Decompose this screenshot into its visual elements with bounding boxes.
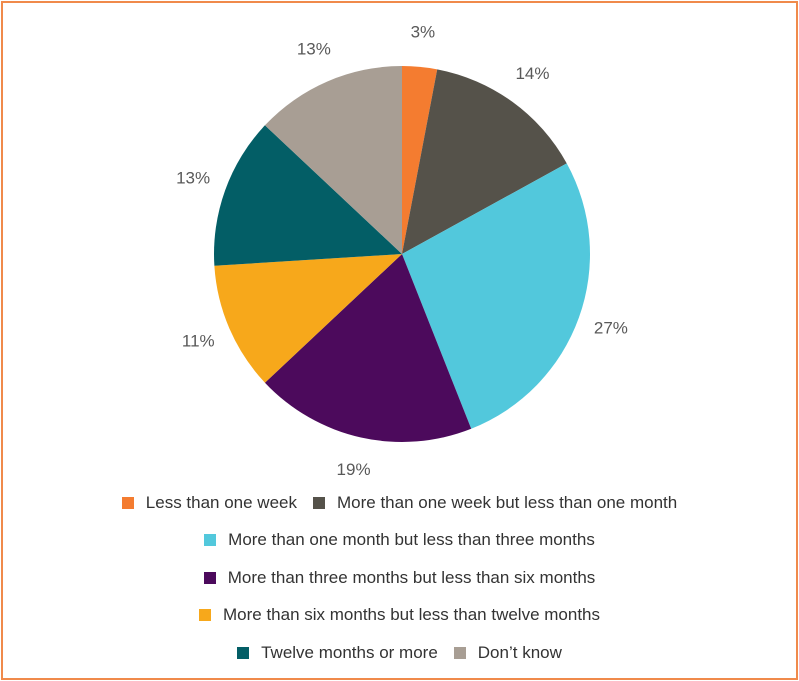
data-label: 27% bbox=[594, 319, 628, 338]
legend-swatch bbox=[121, 496, 134, 509]
legend-label: More than one week but less than one mon… bbox=[337, 492, 678, 512]
data-label: 13% bbox=[297, 40, 331, 59]
legend-swatch bbox=[313, 496, 325, 509]
legend-swatch bbox=[203, 571, 216, 584]
legend-label: More than six months but less than twelv… bbox=[222, 605, 600, 625]
pie-slice bbox=[402, 66, 438, 254]
data-label: 3% bbox=[411, 22, 436, 41]
legend-label: Don’t know bbox=[477, 642, 562, 662]
pie-slice bbox=[264, 66, 402, 254]
data-label: 11% bbox=[182, 332, 215, 351]
legend-item: More than one week but less than one mon… bbox=[313, 493, 677, 513]
legend-swatch bbox=[237, 646, 250, 659]
legend-swatch bbox=[453, 646, 466, 659]
legend-row: Twelve months or more Don’t know bbox=[0, 634, 799, 672]
data-label: 13% bbox=[176, 168, 210, 187]
legend-item: More than three months but less than six… bbox=[203, 567, 596, 588]
legend-item: Don’t know bbox=[453, 642, 562, 663]
pie-slice bbox=[402, 69, 567, 255]
legend-row: Less than one week More than one week but… bbox=[0, 484, 799, 522]
legend-item: Twelve months or more bbox=[237, 643, 438, 663]
pie-slice bbox=[214, 254, 402, 383]
legend-row: More than six months but less than twelv… bbox=[0, 597, 799, 635]
legend-swatch bbox=[198, 609, 211, 622]
legend-item: Less than one week bbox=[121, 492, 297, 513]
chart: 3% 14% 27% 19% 11% 13% 13% bbox=[176, 22, 628, 479]
pie-slice bbox=[264, 254, 472, 442]
legend-row: More than one month but less than three … bbox=[0, 522, 799, 560]
legend-label: Twelve months or more bbox=[261, 642, 438, 662]
data-label: 14% bbox=[515, 64, 549, 83]
pie-slice bbox=[214, 125, 402, 266]
legend-swatch bbox=[204, 534, 217, 547]
legend-row: More than three months but less than six… bbox=[0, 559, 799, 597]
pie-slice bbox=[402, 163, 590, 429]
legend: Less than one week More than one week but… bbox=[0, 484, 799, 672]
legend-item: More than one month but less than three … bbox=[204, 530, 595, 550]
legend-label: More than three months but less than six… bbox=[227, 567, 596, 587]
legend-label: Less than one week bbox=[145, 492, 297, 512]
legend-label: More than one month but less than three … bbox=[228, 530, 595, 550]
data-label: 19% bbox=[337, 460, 371, 479]
legend-item: More than six months but less than twelv… bbox=[198, 605, 600, 625]
